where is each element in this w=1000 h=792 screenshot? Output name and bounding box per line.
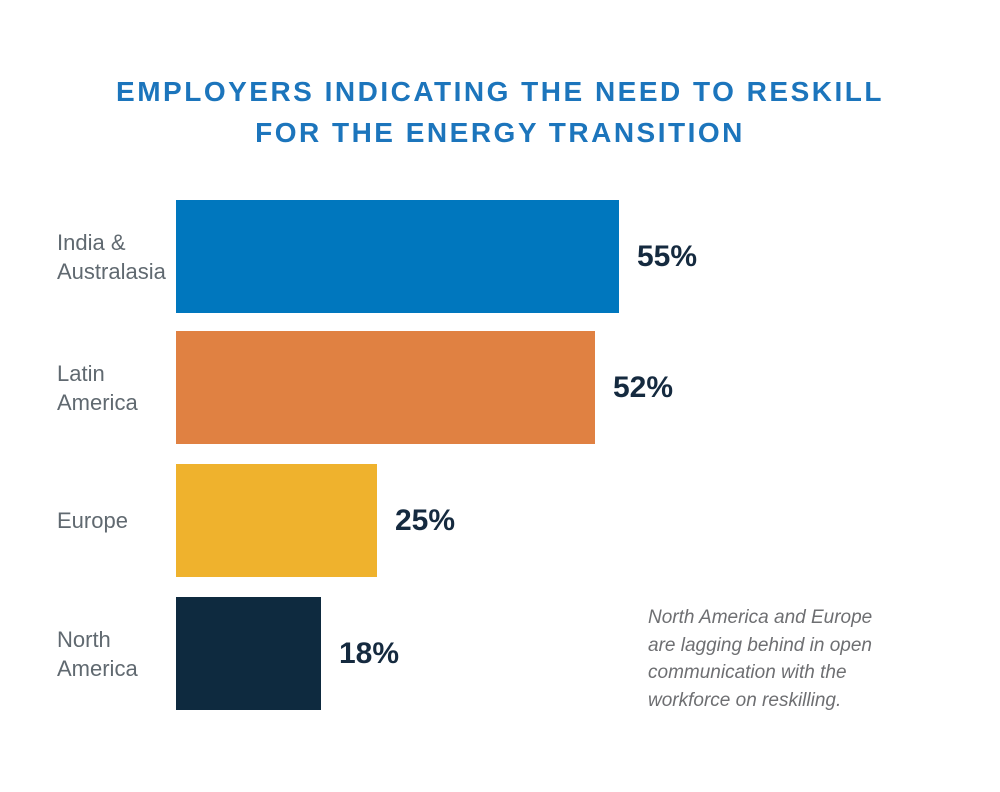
bar-row-europe: Europe 25% (0, 464, 1000, 577)
bar-row-latin-america: Latin America 52% (0, 331, 1000, 444)
chart-title: EMPLOYERS INDICATING THE NEED TO RESKILL… (116, 76, 884, 148)
annotation-note: North America and Europe are lagging beh… (648, 607, 873, 711)
category-label: North America (57, 626, 138, 681)
bar (176, 464, 377, 577)
category-label: India & Australasia (57, 229, 166, 284)
value-label: 18% (339, 636, 400, 670)
bar-row-india-australasia: India & Australasia 55% (0, 200, 1000, 313)
category-label: Europe (57, 508, 128, 533)
bar (176, 331, 595, 444)
bar-row-north-america: North America 18% (0, 597, 1000, 710)
value-label: 25% (395, 503, 456, 537)
value-label: 52% (613, 370, 674, 404)
category-label: Latin America (57, 360, 138, 415)
bar (176, 200, 619, 313)
value-label: 55% (637, 239, 698, 273)
bar (176, 597, 321, 710)
